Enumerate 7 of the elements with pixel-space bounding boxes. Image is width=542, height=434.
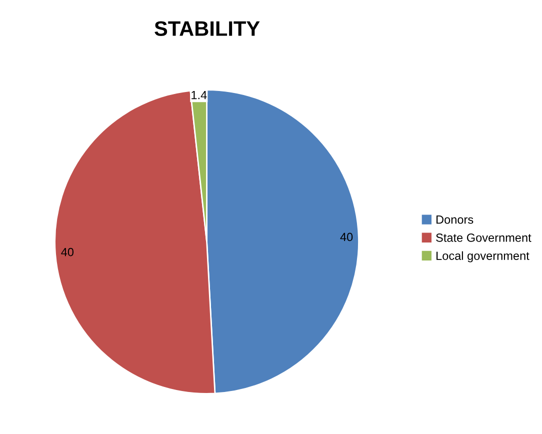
data-label: 40 (61, 248, 74, 256)
data-label: 1.4 (192, 90, 207, 100)
legend-label: Local government (436, 251, 530, 262)
legend-label: State Government (436, 234, 532, 242)
chart-title: STABILITY (154, 21, 260, 36)
legend-label: Donors (436, 216, 474, 224)
data-label: 40 (340, 232, 353, 242)
